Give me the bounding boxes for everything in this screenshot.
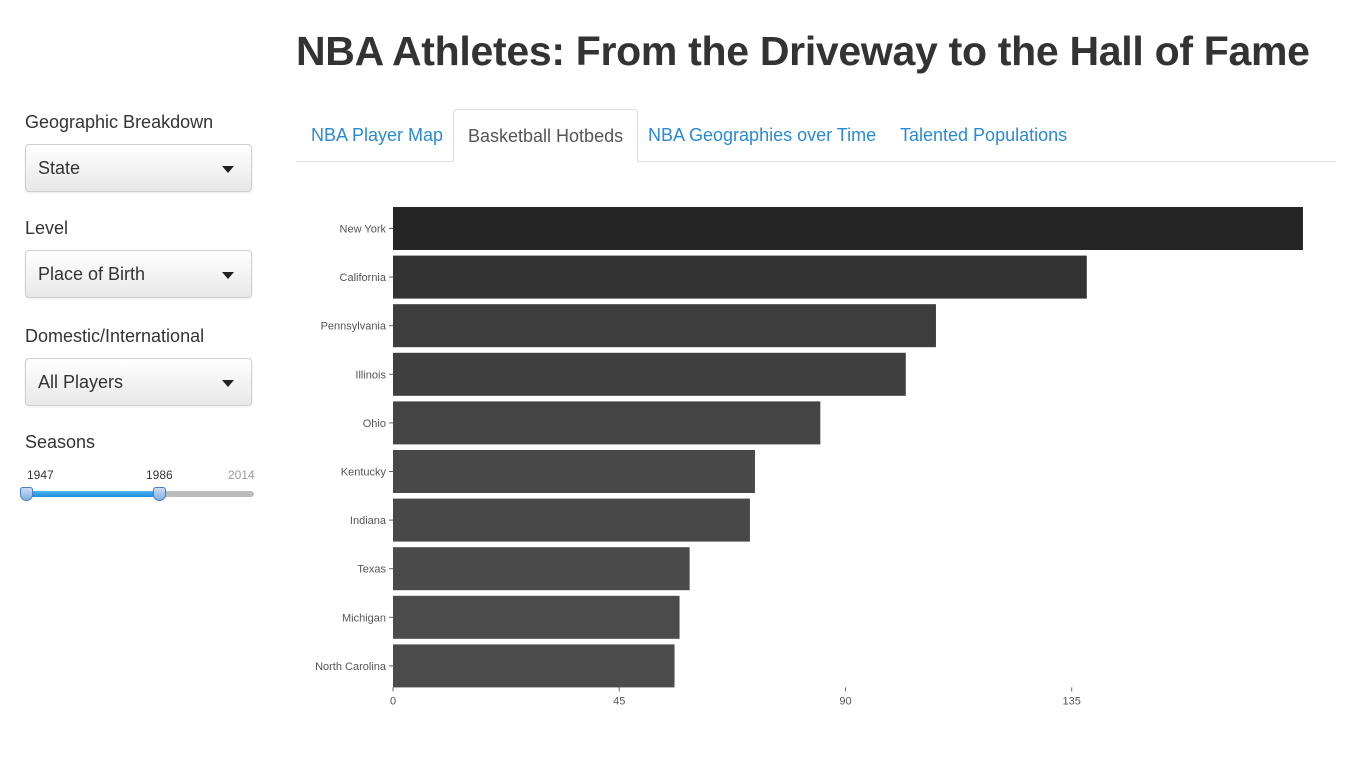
tab-nba-player-map[interactable]: NBA Player Map — [311, 125, 444, 145]
bar — [393, 547, 690, 591]
tab-bar: NBA Player Map Basketball Hotbeds NBA Ge… — [296, 109, 1336, 162]
bar — [393, 304, 936, 348]
x-tick-label: 135 — [1063, 695, 1081, 707]
level-select[interactable]: Place of Birth — [25, 250, 252, 298]
bar — [393, 352, 906, 396]
domestic-international-label: Domestic/International — [25, 326, 205, 346]
bar — [393, 644, 675, 688]
level-value: Place of Birth — [38, 264, 146, 284]
x-tick-label: 45 — [613, 695, 625, 707]
y-tick-label: North Carolina — [315, 661, 387, 673]
y-tick-label: Indiana — [350, 515, 387, 527]
tab-basketball-hotbeds[interactable]: Basketball Hotbeds — [453, 109, 639, 162]
slider-max-label: 2014 — [228, 468, 255, 482]
y-tick-label: New York — [340, 224, 387, 236]
caret-down-icon — [222, 380, 234, 387]
y-tick-label: California — [340, 272, 387, 284]
y-tick-label: Texas — [357, 564, 386, 576]
caret-down-icon — [222, 166, 234, 173]
bar — [393, 498, 750, 542]
geographic-breakdown-label: Geographic Breakdown — [25, 112, 214, 132]
geographic-breakdown-value: State — [38, 158, 81, 178]
slider-handle-end[interactable] — [153, 487, 166, 501]
bar — [393, 450, 755, 493]
slider-handle-start[interactable] — [20, 487, 33, 501]
slider-min-label: 1947 — [27, 468, 54, 482]
bar — [393, 595, 680, 639]
bar-chart: New York California Pennsylvania Illinois Oh… — [315, 207, 1303, 707]
page-title: NBA Athletes: From the Driveway to the H… — [296, 28, 1310, 74]
bar — [393, 207, 1303, 250]
seasons-slider[interactable]: 1947 1986 2014 — [20, 462, 257, 512]
tab-nba-geographies-over-time[interactable]: NBA Geographies over Time — [648, 125, 877, 145]
x-tick-label: 90 — [839, 695, 851, 707]
x-tick-label: 0 — [390, 695, 396, 707]
y-tick-label: Michigan — [342, 612, 386, 624]
y-tick-label: Pennsylvania — [321, 321, 387, 333]
caret-down-icon — [222, 272, 234, 279]
slider-selected-label: 1986 — [146, 468, 173, 482]
bar — [393, 401, 821, 445]
seasons-label: Seasons — [25, 432, 96, 452]
domestic-international-value: All Players — [38, 372, 124, 392]
geographic-breakdown-select[interactable]: State — [25, 144, 252, 192]
y-tick-label: Kentucky — [341, 467, 387, 479]
y-tick-label: Illinois — [355, 369, 386, 381]
bar — [393, 255, 1087, 299]
y-tick-label: Ohio — [363, 418, 386, 430]
tab-talented-populations[interactable]: Talented Populations — [900, 125, 1068, 145]
domestic-international-select[interactable]: All Players — [25, 358, 252, 406]
level-label: Level — [25, 218, 69, 238]
slider-range-fill — [25, 491, 160, 497]
